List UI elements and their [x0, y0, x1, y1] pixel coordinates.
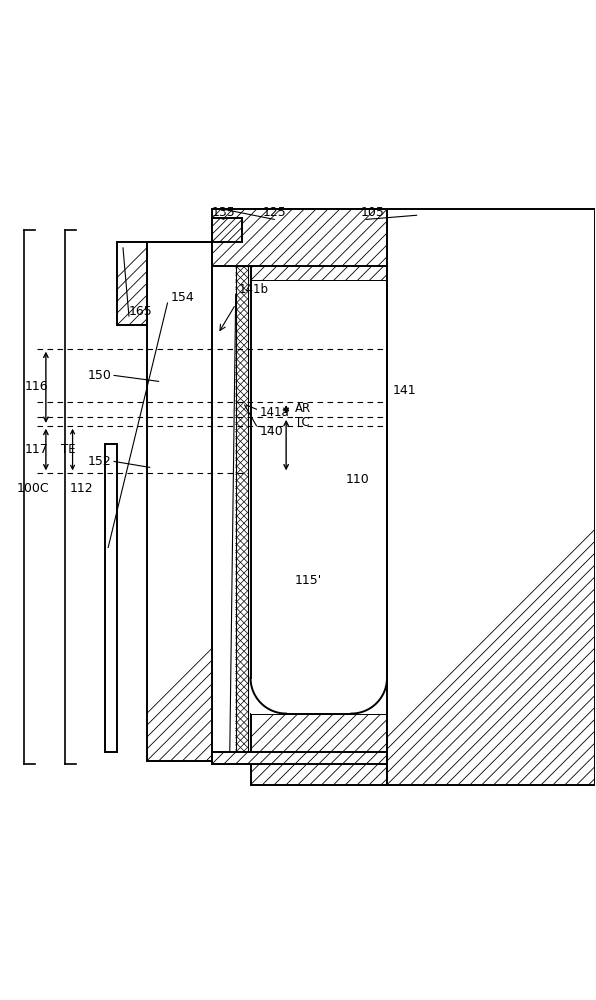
Text: 141b: 141b — [238, 283, 269, 296]
Bar — [212, 218, 241, 242]
Text: 141a: 141a — [259, 406, 289, 419]
Text: 105: 105 — [360, 206, 384, 219]
Text: TC: TC — [295, 416, 310, 429]
Text: 112: 112 — [70, 482, 93, 495]
Text: 116: 116 — [25, 380, 49, 393]
Bar — [250, 281, 387, 714]
Bar — [235, 266, 247, 752]
Text: 152: 152 — [88, 455, 111, 468]
Bar — [147, 242, 212, 761]
Text: 125: 125 — [262, 206, 286, 219]
Text: TE: TE — [61, 443, 75, 456]
Bar — [212, 752, 387, 764]
Text: 100C: 100C — [16, 482, 49, 495]
Text: 110: 110 — [346, 473, 369, 486]
Bar — [117, 242, 147, 325]
Text: 154: 154 — [170, 291, 194, 304]
Text: 115': 115' — [295, 574, 322, 587]
Text: 165: 165 — [129, 305, 153, 318]
Text: 140: 140 — [259, 425, 283, 438]
Bar — [250, 209, 387, 281]
Bar — [105, 444, 117, 752]
Bar — [212, 209, 387, 266]
Text: 135: 135 — [212, 206, 236, 219]
Text: AR: AR — [295, 402, 311, 415]
Text: 150: 150 — [87, 369, 111, 382]
Text: 141: 141 — [393, 384, 417, 397]
Bar — [250, 714, 387, 785]
Text: 117: 117 — [25, 443, 49, 456]
